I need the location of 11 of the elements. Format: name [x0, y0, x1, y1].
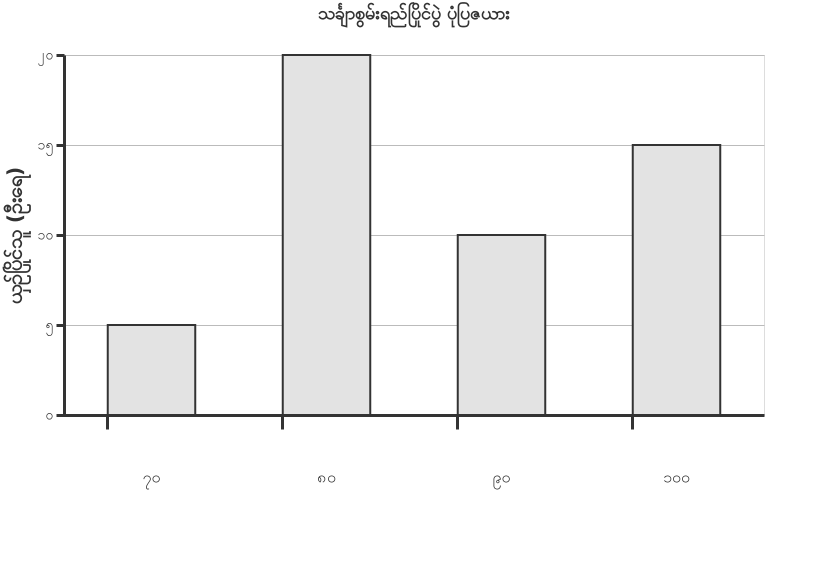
chart-title: သင်္ချာစွမ်းရည်ပြိုင်ပွဲ ပုံပြဇယား	[318, 1, 510, 28]
x-tick-label: ၈၀	[317, 468, 336, 486]
x-tick-label: ၇၀	[142, 468, 160, 490]
y-tick-label: ၀	[46, 408, 54, 424]
y-axis-title: ယှဉ်ပြိုင်သူ (ဦးရေ)	[2, 166, 32, 304]
x-tick-label: ၉၀	[492, 468, 510, 490]
y-tick-label: ၁၀	[38, 228, 54, 244]
y-tick-label: ၂၀	[38, 48, 54, 66]
x-tick-label: ၁၀၀	[663, 468, 690, 486]
y-tick-label: ၅	[46, 318, 54, 336]
y-tick-label: ၁၅	[38, 138, 54, 156]
